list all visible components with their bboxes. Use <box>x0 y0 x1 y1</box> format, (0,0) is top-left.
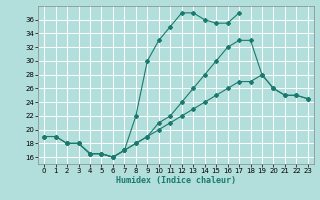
X-axis label: Humidex (Indice chaleur): Humidex (Indice chaleur) <box>116 176 236 185</box>
